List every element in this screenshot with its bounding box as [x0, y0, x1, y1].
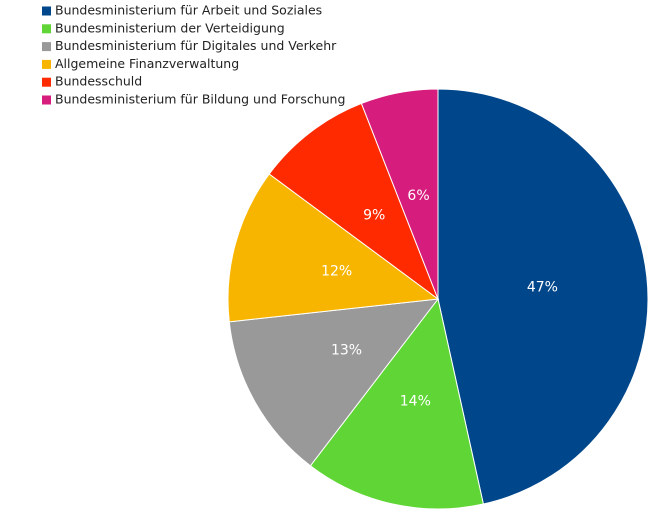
data-label: 14% [400, 394, 431, 410]
data-label: 6% [407, 188, 429, 204]
legend-label: Bundesministerium für Arbeit und Soziale… [55, 3, 322, 18]
data-label: 9% [363, 208, 385, 224]
data-label: 47% [527, 280, 558, 296]
legend-marker [42, 77, 51, 87]
legend-label: Bundesministerium für Bildung und Forsch… [55, 92, 345, 107]
legend-label: Bundesministerium der Verteidigung [55, 20, 285, 35]
data-label: 12% [321, 264, 352, 280]
pie-slice [227, 173, 440, 323]
legend-label: Bundesministerium für Digitales und Verk… [55, 38, 337, 53]
pie-slice [360, 88, 439, 300]
legend-marker [42, 42, 51, 52]
data-label: 13% [331, 343, 362, 359]
legend-marker [42, 59, 51, 69]
legend-marker [42, 95, 51, 105]
pie-slice [268, 102, 440, 301]
pie-slice [309, 297, 484, 510]
pie-slice [437, 88, 649, 505]
legend-label: Allgemeine Finanzverwaltung [55, 56, 239, 71]
legend-marker [42, 24, 51, 34]
legend-marker [42, 6, 51, 16]
pie-slice [228, 298, 440, 467]
legend-label: Bundesschuld [55, 74, 142, 89]
